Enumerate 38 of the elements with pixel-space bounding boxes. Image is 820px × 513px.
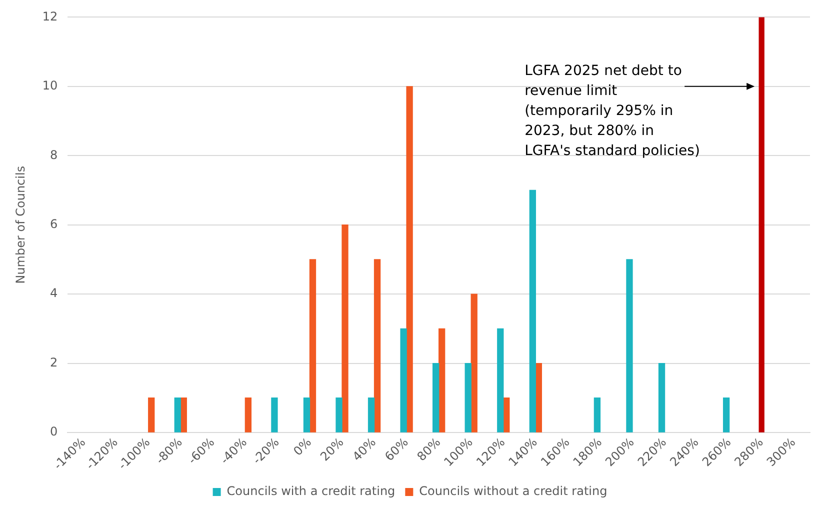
- annotation: LGFA 2025 net debt to revenue limit (temporarily 295% in 2023, but 280% in LGFA's standard policies): [524, 63, 700, 160]
- y-tick-label: 8: [50, 148, 58, 162]
- y-axis-title: Number of Councils: [13, 166, 28, 284]
- x-tick-label: 0%: [290, 435, 314, 458]
- bar: [303, 398, 310, 432]
- bar: [374, 259, 381, 432]
- y-tick-label: 2: [50, 355, 58, 370]
- bar: [400, 328, 407, 432]
- bar: [758, 17, 764, 432]
- bar: [336, 398, 342, 432]
- bar: [626, 259, 633, 432]
- bar: [368, 398, 375, 432]
- bar: [180, 398, 187, 432]
- bar: [529, 190, 536, 432]
- y-tick-label: 12: [42, 9, 58, 24]
- bar: [244, 398, 252, 432]
- bar: [342, 224, 348, 432]
- bar: [594, 398, 601, 432]
- y-tick-label: 6: [50, 216, 58, 231]
- y-tick-label: 4: [50, 286, 58, 300]
- bar: [503, 398, 510, 432]
- legend-label: Councils without a credit rating: [419, 484, 608, 498]
- bar: [464, 362, 472, 432]
- legend-label: Councils with a credit rating: [226, 484, 396, 498]
- bar: [148, 398, 155, 432]
- bar: [174, 398, 181, 432]
- bar: [309, 259, 316, 432]
- y-tick-label: 10: [42, 78, 58, 93]
- y-tick-label: 0: [50, 424, 58, 439]
- bar: [470, 294, 478, 432]
- bar: [658, 362, 666, 432]
- bar: [271, 398, 278, 432]
- bar: [406, 86, 413, 432]
- bar: [432, 362, 440, 432]
- bar: [722, 398, 730, 432]
- bar: [438, 328, 446, 432]
- bar: [535, 362, 542, 432]
- bar: [497, 328, 504, 432]
